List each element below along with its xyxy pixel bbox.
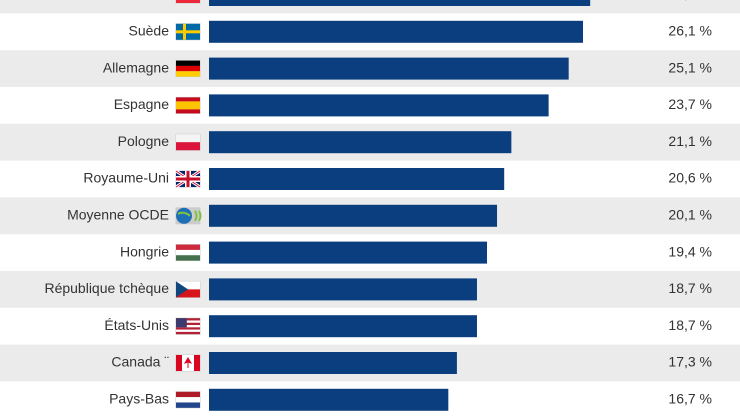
flag — [175, 354, 201, 372]
flag-part — [176, 318, 187, 328]
flag-part — [176, 327, 200, 330]
flag-part — [176, 402, 200, 408]
flag — [175, 207, 202, 225]
flag-part — [176, 322, 200, 326]
flag-part — [176, 101, 200, 110]
flag — [175, 391, 201, 409]
flag-part — [176, 320, 200, 323]
category-label: Pologne — [118, 133, 170, 149]
bar — [209, 131, 512, 154]
flag-part — [176, 30, 200, 34]
flag-part — [176, 355, 182, 371]
bar — [209, 278, 477, 301]
flag-part — [176, 207, 192, 224]
flag-part — [186, 171, 190, 187]
flag-part — [176, 109, 200, 114]
flag-part — [176, 134, 200, 143]
flag-part — [176, 249, 200, 256]
bar — [209, 57, 569, 80]
category-label: Royaume-Uni — [83, 170, 169, 186]
bar — [209, 352, 457, 374]
value-label: 23,7 % — [668, 96, 712, 112]
flag — [175, 244, 201, 262]
flag-part — [176, 281, 188, 298]
value-label: 18,7 % — [668, 280, 712, 296]
bar — [209, 0, 591, 6]
category-label: Suède — [129, 23, 170, 39]
flag-part — [176, 397, 200, 403]
value-label: 21,1 % — [668, 133, 712, 149]
flag-part — [176, 331, 200, 335]
flag-part — [176, 318, 200, 321]
flag-part — [176, 60, 200, 66]
flag — [175, 23, 201, 41]
bar — [209, 94, 549, 117]
bar — [209, 168, 505, 190]
flag — [175, 280, 201, 298]
bar — [209, 204, 498, 227]
flag-part — [176, 281, 200, 290]
category-label: États-Unis — [104, 317, 169, 333]
value-label: 18,7 % — [668, 317, 712, 333]
flag-part — [194, 210, 202, 222]
category-label: Allemagne — [103, 59, 169, 75]
flag — [175, 60, 201, 78]
value-label: 20,1 % — [668, 207, 712, 223]
flag-part — [176, 289, 200, 298]
flag — [175, 169, 201, 189]
flag — [175, 317, 201, 335]
flag-part — [176, 325, 200, 328]
bar — [209, 388, 449, 411]
flag — [175, 96, 201, 114]
category-label: Canada ¨ — [111, 354, 169, 370]
bar — [209, 315, 477, 338]
value-label: 17,3 % — [668, 354, 712, 370]
category-label: Autriche — [118, 0, 170, 2]
flag-part — [176, 255, 200, 261]
value-label: 26,1 % — [668, 23, 712, 39]
flag-part — [176, 391, 200, 398]
value-label: 16,7 % — [668, 391, 712, 407]
flag — [175, 133, 201, 151]
bar — [209, 20, 584, 43]
flag-part — [176, 244, 200, 250]
flag-part — [176, 0, 200, 4]
flag-part — [194, 355, 200, 371]
category-label: Pays-Bas — [109, 391, 169, 407]
category-label: Espagne — [114, 96, 169, 112]
category-label: Hongrie — [120, 243, 169, 259]
flag-part — [176, 329, 200, 332]
flag — [175, 0, 201, 4]
flag-part — [176, 71, 200, 77]
value-label: 19,4 % — [668, 243, 712, 259]
value-label: 25,1 % — [668, 59, 712, 75]
flag-part — [176, 65, 200, 72]
flag-part — [177, 211, 191, 217]
value-label: 26,6 % — [668, 0, 712, 2]
category-label: Moyenne OCDE — [67, 207, 169, 223]
value-label: 20,6 % — [668, 170, 712, 186]
flag-part — [183, 357, 193, 368]
flag-part — [176, 97, 200, 102]
category-label: République tchèque — [44, 280, 169, 296]
bar — [209, 241, 488, 264]
flag-part — [176, 142, 200, 151]
